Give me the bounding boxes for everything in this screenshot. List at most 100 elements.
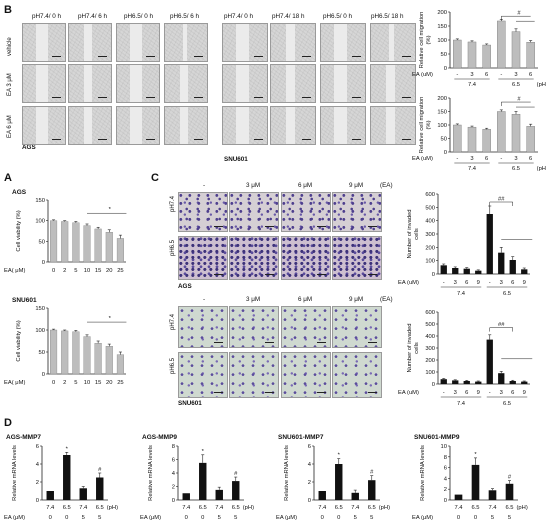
bar-6.5/0 bbox=[199, 462, 207, 500]
bar-9 bbox=[475, 270, 482, 274]
c-snu-col-3: 6 μM bbox=[298, 296, 313, 303]
invasion-image-snu-ph65-c3 bbox=[281, 352, 331, 398]
y-tick-label: 100 bbox=[425, 259, 435, 265]
wound-image-snu-r2-c3 bbox=[320, 64, 366, 103]
dose-tick: 3 bbox=[514, 72, 517, 78]
y-tick-label: 500 bbox=[425, 205, 435, 211]
ph-tick: 6.5 bbox=[232, 505, 240, 511]
y-axis-title: (%) bbox=[426, 120, 432, 129]
bar-3 bbox=[467, 41, 477, 69]
dose-tick: - bbox=[443, 390, 445, 396]
y-axis-title: Relative mRNA levels bbox=[420, 445, 426, 501]
dose-tick: 6 bbox=[465, 280, 468, 286]
y-axis-title: Relative mRNA levels bbox=[284, 445, 290, 501]
invasion-image-ags-ph65-c1 bbox=[178, 236, 228, 280]
y-tick-label: 400 bbox=[425, 334, 435, 340]
b-row-ea3: EA 3 μM bbox=[7, 73, 13, 96]
bar-7.4/5 bbox=[215, 489, 223, 500]
b-ags-col-1: pH7.4/ 0 h bbox=[32, 13, 62, 20]
b-ags-col-2: pH7.4/ 6 h bbox=[78, 13, 108, 20]
ph-tick: 7.4 bbox=[182, 505, 191, 511]
wound-image-ags-r2-c3 bbox=[116, 64, 160, 103]
scale-bar bbox=[214, 273, 223, 275]
ph-tick: 7.4 bbox=[351, 505, 360, 511]
dose-tick: 9 bbox=[477, 280, 480, 286]
c-snu-ea-tag: (EA) bbox=[380, 296, 393, 303]
bar-10 bbox=[83, 225, 91, 263]
sig-marker: ## bbox=[498, 322, 505, 328]
bar-6 bbox=[526, 126, 535, 153]
wound-gap bbox=[334, 24, 348, 61]
dose-tick: 9 bbox=[477, 390, 480, 396]
x-tick-label: 25 bbox=[117, 380, 123, 386]
invasion-image-snu-ph65-c2 bbox=[229, 352, 279, 398]
y-tick-label: 10 bbox=[441, 444, 447, 450]
x-tick-label: 10 bbox=[84, 268, 90, 274]
ea-tick: 5 bbox=[354, 515, 357, 521]
bar-20 bbox=[105, 232, 113, 263]
y-tick-label: 6 bbox=[444, 466, 447, 472]
invasion-image-snu-ph74-c4 bbox=[332, 306, 382, 348]
bar-6.5/5 bbox=[505, 483, 514, 500]
wound-image-ags-r2-c4 bbox=[164, 64, 208, 103]
bar-7.4/5 bbox=[79, 488, 87, 500]
c-ags-col-2: 3 μM bbox=[246, 182, 261, 189]
ea-tick: 0 bbox=[474, 515, 477, 521]
c-ags-row-65: pH6.5 bbox=[170, 239, 176, 256]
bar-7.4/0 bbox=[182, 493, 190, 500]
ph-tick: 6.5 bbox=[512, 82, 520, 88]
ph-tick: 6.5 bbox=[505, 505, 513, 511]
ea-label: EA (uM) bbox=[412, 156, 433, 162]
y-tick-label: 4 bbox=[36, 462, 40, 468]
scale-bar bbox=[352, 96, 361, 98]
bar-6.5/0 bbox=[335, 464, 343, 500]
c-snu-col-4: 9 μM bbox=[349, 296, 364, 303]
y-tick-label: 0 bbox=[432, 382, 435, 388]
ph-unit: (pH) bbox=[379, 505, 390, 511]
bar-2 bbox=[61, 330, 69, 375]
bar-6.5/5 bbox=[232, 481, 240, 500]
c-ags-col-1: - bbox=[203, 182, 206, 189]
ph-tick: 6.5 bbox=[63, 505, 71, 511]
wound-image-ags-r2-c1 bbox=[22, 64, 66, 103]
bar-3 bbox=[452, 380, 459, 384]
bar-6.5/5 bbox=[368, 480, 376, 500]
wound-image-ags-r2-c2 bbox=[68, 64, 112, 103]
scale-bar bbox=[368, 391, 377, 393]
ph-tick: 7.4 bbox=[318, 505, 327, 511]
bar-6.5/0 bbox=[471, 464, 480, 500]
dose-tick: 6 bbox=[511, 280, 514, 286]
scale-bar bbox=[52, 138, 61, 140]
wound-gap bbox=[83, 24, 93, 61]
dose-tick: 6 bbox=[511, 390, 514, 396]
y-tick-label: 2 bbox=[444, 487, 447, 493]
dose-tick: - bbox=[500, 72, 502, 78]
scale-bar bbox=[302, 138, 311, 140]
invasion-image-ags-ph74-c3 bbox=[281, 192, 331, 232]
ea-label: EA (uM) bbox=[398, 390, 419, 396]
scale-bar bbox=[402, 55, 411, 57]
dose-tick: 9 bbox=[523, 280, 526, 286]
dose-tick: 3 bbox=[500, 390, 503, 396]
sig-marker: # bbox=[517, 11, 521, 17]
panel-letter-d: D bbox=[4, 417, 12, 429]
dose-tick: - bbox=[456, 72, 458, 78]
scale-bar bbox=[98, 55, 107, 57]
ph-tick: 6.5 bbox=[471, 505, 479, 511]
dose-tick: 9 bbox=[523, 390, 526, 396]
scale-bar bbox=[194, 96, 203, 98]
bar-0 bbox=[50, 220, 58, 263]
y-tick-label: 100 bbox=[425, 370, 435, 376]
ph-tick: 7.4 bbox=[468, 82, 477, 88]
x-axis-title: EA( μM) bbox=[4, 268, 25, 274]
scale-bar bbox=[52, 55, 61, 57]
bar-10 bbox=[83, 336, 91, 375]
bar-6 bbox=[509, 381, 516, 384]
chart-d-ags-mmp9: 0 2 4 6 8 Relative mRNA levels AGS-MMP9 7.4 6.5 7… bbox=[140, 434, 254, 521]
invasion-image-ags-ph74-c4 bbox=[332, 192, 382, 232]
bar-9 bbox=[475, 381, 482, 384]
sig-marker: * bbox=[109, 207, 112, 213]
ea-tick: 0 bbox=[321, 515, 324, 521]
y-tick-label: 500 bbox=[425, 322, 435, 328]
y-tick-label: 0 bbox=[42, 372, 45, 378]
